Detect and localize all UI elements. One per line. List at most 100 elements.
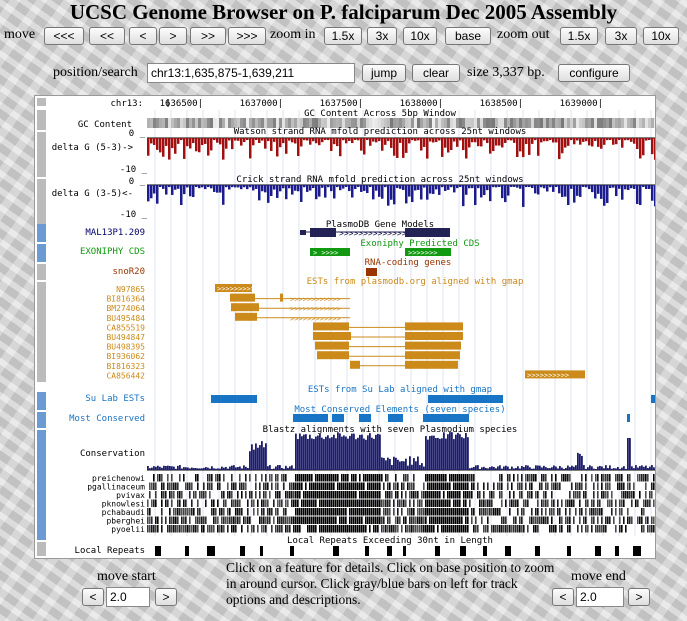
species-alignment-cell [345, 474, 347, 482]
sulab-est-features[interactable] [211, 395, 655, 403]
zoom-out-3x-button[interactable]: 3x [605, 27, 637, 45]
exoniphy-track-label[interactable]: EXONIPHY CDS [80, 247, 145, 257]
species-alignment-cell [639, 491, 641, 499]
conservation-bar [519, 468, 521, 470]
species-alignment-cell [523, 508, 525, 516]
zoom-in-1.5x-button[interactable]: 1.5x [324, 27, 362, 45]
species-alignment-cell [323, 474, 325, 482]
configure-button[interactable]: configure [558, 64, 630, 82]
est-label: BU494847 [106, 333, 145, 342]
conservation-track[interactable] [147, 432, 655, 471]
species-alignment-cell [307, 491, 309, 499]
zoom-in-10x-button[interactable]: 10x [403, 27, 437, 45]
sulab-track-label[interactable]: Su Lab ESTs [85, 394, 145, 404]
conservation-bar [359, 434, 361, 470]
watson-track-title: Watson strand RNA mfold prediction acros… [234, 127, 527, 137]
gc-content-track[interactable] [147, 118, 655, 128]
species-alignment-cell [459, 516, 461, 524]
conservation-bar [297, 439, 299, 470]
move-end-right-button[interactable]: > [628, 588, 650, 606]
rna-gene-label[interactable]: snoR20 [112, 267, 145, 277]
base-position-ruler[interactable]: 1636500| 1637000| 1637500| 1638000| 1638500|… [160, 99, 603, 109]
move-right-button[interactable]: >> [190, 27, 226, 45]
est-features[interactable]: >>>>>>>>>>>>>>>>>>>>>>>>>>>>>>>>>>>>>>>>… [215, 284, 585, 379]
watson-track-label[interactable]: delta G (5-3)-> [52, 143, 134, 153]
watson-bar [633, 138, 636, 144]
species-labels[interactable]: preichenowipgallinaceumpvivaxpknowlesipc… [87, 474, 145, 534]
move-slight-left-button[interactable]: < [129, 27, 157, 45]
species-alignment-cell [627, 516, 629, 524]
crick-bar [510, 185, 513, 188]
genome-tracks-svg[interactable]: chr13: 1636500| 1637000| 1637500| 1638000| 1… [35, 96, 655, 558]
clear-button[interactable]: clear [412, 64, 460, 82]
watson-bar [186, 138, 189, 147]
gc-cell [396, 118, 399, 128]
zoom-base-button[interactable]: base [445, 27, 491, 45]
species-alignment-cell [233, 516, 235, 524]
track-config-bars[interactable] [37, 98, 46, 556]
species-alignment-cell [637, 474, 639, 482]
move-far-right-button[interactable]: >>> [228, 27, 266, 45]
species-alignment-rows[interactable] [147, 474, 655, 533]
exoniphy-cds-features[interactable]: > >>>> >>>>>>> [310, 248, 451, 257]
species-alignment-cell [371, 491, 373, 499]
species-alignment-cell [463, 525, 465, 533]
gc-cell [225, 118, 228, 128]
jump-button[interactable]: jump [362, 64, 406, 82]
zoom-out-1.5x-button[interactable]: 1.5x [560, 27, 598, 45]
move-left-button[interactable]: << [89, 27, 125, 45]
species-alignment-cell [537, 508, 539, 516]
species-alignment-cell [615, 474, 617, 482]
conservation-bar [327, 435, 329, 470]
est-labels[interactable]: N97865BI816364BM274064BU495484CA855519BU… [106, 285, 145, 380]
watson-mfold-track[interactable] [147, 138, 655, 160]
move-slight-right-button[interactable]: > [159, 27, 187, 45]
species-alignment-cell [245, 474, 247, 482]
move-start-right-button[interactable]: > [155, 588, 177, 606]
crick-mfold-track[interactable] [147, 185, 655, 207]
species-alignment-cell [229, 508, 231, 516]
species-alignment-cell [173, 482, 175, 490]
move-start-left-button[interactable]: < [82, 588, 104, 606]
position-search-input[interactable] [147, 63, 355, 83]
gc-cell [486, 118, 489, 128]
watson-bar [495, 138, 498, 146]
conserved-track-label[interactable]: Most Conserved [69, 414, 145, 424]
snor20-feature[interactable] [366, 268, 377, 276]
species-alignment-cell [449, 516, 451, 524]
crick-bar [336, 185, 339, 188]
crick-bar [186, 185, 189, 188]
species-alignment-cell [637, 516, 639, 524]
crick-track-label[interactable]: delta G (3-5)<- [52, 189, 133, 199]
zoom-out-10x-button[interactable]: 10x [643, 27, 679, 45]
zoom-in-3x-button[interactable]: 3x [367, 27, 397, 45]
conservation-bar [241, 468, 243, 470]
repeats-track-label[interactable]: Local Repeats [75, 546, 145, 556]
move-end-input[interactable] [576, 587, 624, 607]
species-alignment-cell [327, 474, 329, 482]
move-end-left-button[interactable]: < [552, 588, 574, 606]
watson-bar [213, 138, 216, 141]
species-alignment-cell [177, 516, 179, 524]
move-start-input[interactable] [106, 587, 150, 607]
species-alignment-cell [461, 516, 463, 524]
species-alignment-cell [607, 474, 609, 482]
watson-bar [288, 138, 291, 141]
plasmodb-gene-model[interactable]: >>>>>>>>>>>>>>> [300, 228, 450, 238]
gc-track-label[interactable]: GC Content [78, 120, 132, 130]
species-alignment-cell [289, 516, 291, 524]
species-alignment-cell [445, 516, 447, 524]
species-alignment-cell [387, 508, 389, 516]
species-alignment-cell [223, 474, 225, 482]
species-alignment-cell [385, 525, 387, 533]
most-conserved-features[interactable] [293, 414, 630, 422]
local-repeats-track[interactable] [155, 546, 641, 556]
species-alignment-cell [443, 482, 445, 490]
conservation-bar [483, 466, 485, 470]
move-far-left-button[interactable]: <<< [44, 27, 84, 45]
species-alignment-cell [367, 508, 369, 516]
watson-bar [606, 138, 609, 141]
track-image-panel[interactable]: chr13: 1636500| 1637000| 1637500| 1638000| 1… [34, 95, 656, 559]
conservation-track-label[interactable]: Conservation [80, 449, 145, 459]
plasmodb-gene-label[interactable]: MAL13P1.209 [85, 228, 145, 238]
